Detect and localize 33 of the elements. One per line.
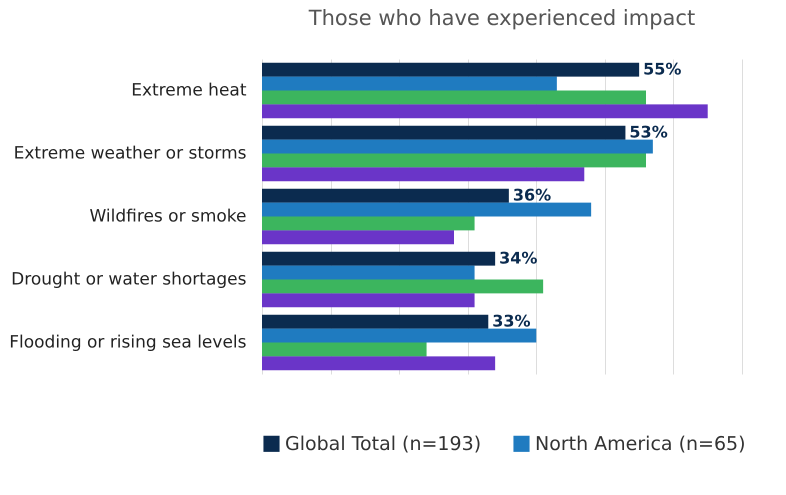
bar [262,140,653,154]
bar [262,252,496,266]
bar [262,280,544,294]
legend-label: North America (n=65) [535,432,746,455]
bar [262,104,708,118]
bar [262,230,454,244]
bar [262,216,475,230]
bar [262,266,475,280]
y-tick-label: Drought or water shortages [11,270,247,290]
bar [262,154,646,168]
chart-title: Those who have experienced impact [308,6,696,30]
data-label: 55% [643,60,682,79]
y-tick-label: Flooding or rising sea levels [9,332,247,352]
bar [262,342,427,356]
data-label: 33% [492,312,531,331]
bar [262,126,626,140]
bar [262,328,536,342]
data-label: 53% [629,122,668,142]
bar [262,188,509,203]
bar [262,76,557,90]
y-tick-label: Extreme heat [131,80,247,100]
y-tick-label: Extreme weather or storms [14,144,247,164]
bar [262,90,646,104]
bar [262,314,488,329]
bar [262,62,640,77]
data-label: 34% [499,248,538,268]
bar [262,202,592,216]
bar [262,356,496,370]
legend-label: Global Total (n=193) [285,432,482,455]
y-tick-label: Wildfires or smoke [89,206,246,226]
bar [262,293,475,308]
bar [262,167,584,182]
data-label: 36% [512,186,552,205]
